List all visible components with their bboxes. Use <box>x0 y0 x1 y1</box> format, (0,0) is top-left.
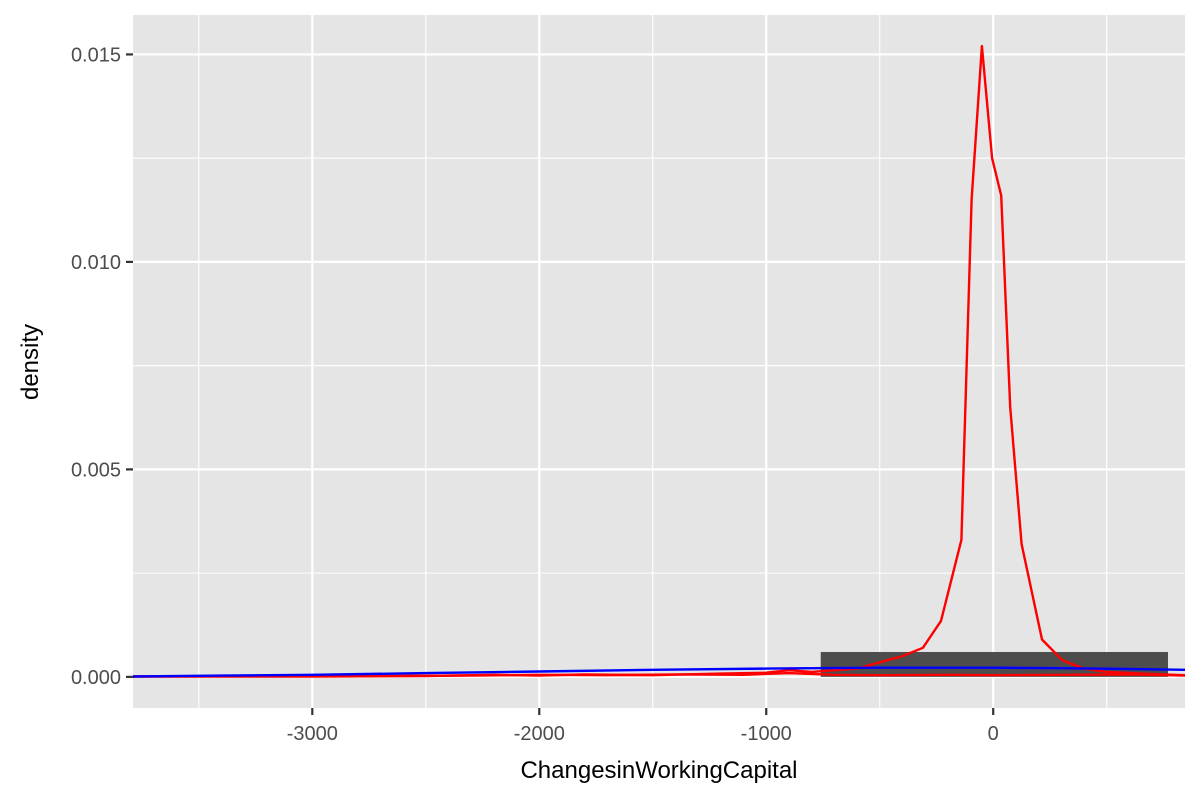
y-tick-label-1: 0.005 <box>71 459 121 481</box>
axis-ticks <box>126 53 995 715</box>
panel-background <box>133 15 1185 708</box>
x-tick-label-0: -3000 <box>287 723 338 745</box>
y-tick-label-0: 0.000 <box>71 667 121 689</box>
y-tick-label-3: 0.015 <box>71 44 121 66</box>
density-line-2 <box>132 666 1186 678</box>
density-line-1 <box>132 671 1186 678</box>
x-tick-label-1: -2000 <box>514 723 565 745</box>
x-tick-label-3: 0 <box>988 723 999 745</box>
y-tick-labels: 0.000 0.005 0.010 0.015 <box>71 44 121 688</box>
y-tick-label-2: 0.010 <box>71 252 121 274</box>
minor-gridlines <box>133 15 1185 708</box>
x-tick-label-2: -1000 <box>741 723 792 745</box>
x-axis-title: ChangesinWorkingCapital <box>520 757 797 784</box>
density-lines <box>132 44 1186 678</box>
y-axis-title: density <box>17 324 44 400</box>
x-tick-labels: -3000 -2000 -1000 0 <box>287 723 999 745</box>
